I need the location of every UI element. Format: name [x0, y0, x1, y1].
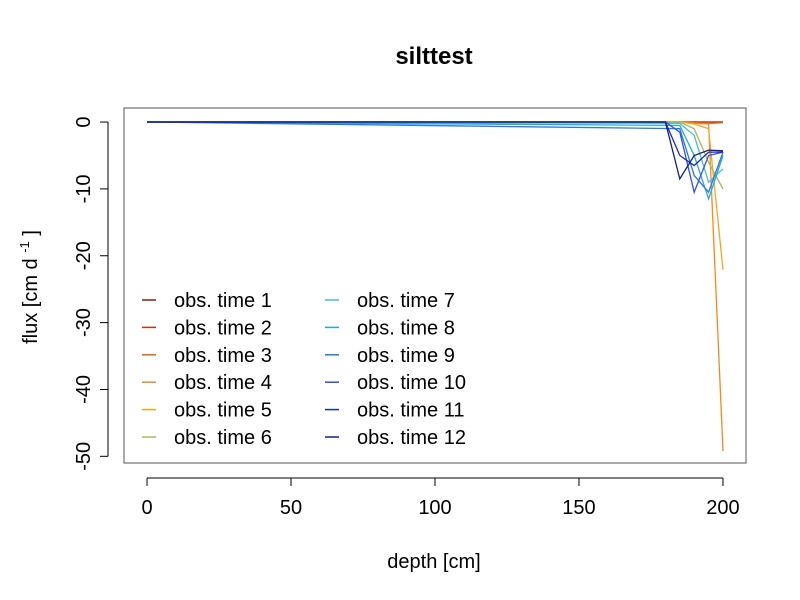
series-line-5 [147, 121, 724, 270]
x-tick-label: 200 [706, 497, 739, 519]
legend-label-7: obs. time 7 [357, 290, 455, 312]
legend-label-11: obs. time 11 [357, 400, 464, 422]
y-axis-label: flux [cm d -1 ] [12, 230, 42, 344]
chart-title: silttest [395, 43, 472, 70]
y-axis-label-tail: ] [20, 230, 42, 236]
legend-label-4: obs. time 4 [174, 372, 272, 394]
legend: obs. time 1 obs. time 2 obs. time 3 obs. ti… [142, 290, 466, 449]
x-axis-label: depth [cm] [387, 551, 480, 573]
y-tick-label: -20 [73, 241, 95, 270]
x-tick-label: 0 [141, 497, 152, 519]
x-tick-label: 150 [562, 497, 595, 519]
y-axis-label-main: flux [cm d [20, 258, 42, 344]
y-tick-label: 0 [73, 116, 95, 127]
series-line-8 [146, 121, 724, 201]
x-tick-label: 100 [418, 497, 451, 519]
series-line-6 [147, 121, 724, 190]
y-axis: 0 -10 -20 -30 -40 -50 [73, 116, 109, 471]
legend-label-1: obs. time 1 [174, 290, 272, 312]
series-line-7 [146, 121, 724, 184]
y-axis-label-sup: -1 [17, 241, 32, 253]
legend-label-3: obs. time 3 [174, 345, 272, 367]
legend-label-6: obs. time 6 [174, 427, 272, 449]
series-lines [146, 121, 724, 452]
y-tick-label: -50 [73, 442, 95, 471]
legend-label-12: obs. time 12 [357, 427, 466, 449]
legend-label-9: obs. time 9 [357, 345, 455, 367]
plot-area [123, 107, 747, 464]
series-line-9 [146, 121, 724, 194]
x-tick-label: 50 [280, 497, 302, 519]
y-tick-label: -30 [73, 308, 95, 337]
x-axis: 0 50 100 150 200 [141, 477, 740, 519]
y-tick-label: -10 [73, 174, 95, 203]
series-line-12 [147, 121, 724, 181]
series-line-10 [147, 121, 724, 195]
legend-label-5: obs. time 5 [174, 400, 272, 422]
legend-label-2: obs. time 2 [174, 317, 272, 339]
legend-label-10: obs. time 10 [357, 372, 466, 394]
y-tick-label: -40 [73, 375, 95, 404]
legend-label-8: obs. time 8 [357, 317, 455, 339]
